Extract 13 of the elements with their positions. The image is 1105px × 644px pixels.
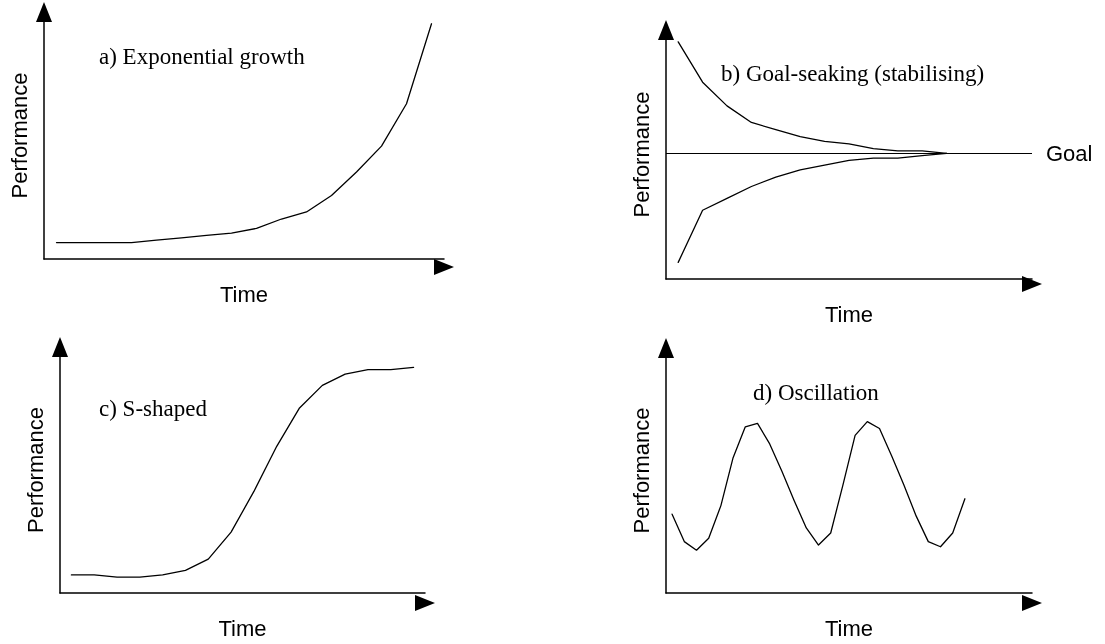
chart-title: d) Oscillation — [753, 380, 880, 405]
y-axis-title: Performance — [628, 91, 654, 218]
x-axis-title: Time — [218, 615, 267, 641]
text: c) S-shaped — [99, 396, 208, 421]
text: b) Goal-seaking (stabilising) — [721, 61, 985, 86]
y-axis-title: Performance — [628, 407, 654, 534]
y-axis-title: Performance — [6, 72, 32, 199]
ref-line-label: Goal — [1046, 140, 1093, 166]
text: a) Exponential growth — [99, 44, 306, 69]
x-axis-title: Time — [219, 281, 269, 307]
x-axis-title: Time — [824, 615, 874, 641]
x-axis-title: Time — [824, 301, 874, 327]
y-axis-title: Performance — [22, 407, 48, 533]
